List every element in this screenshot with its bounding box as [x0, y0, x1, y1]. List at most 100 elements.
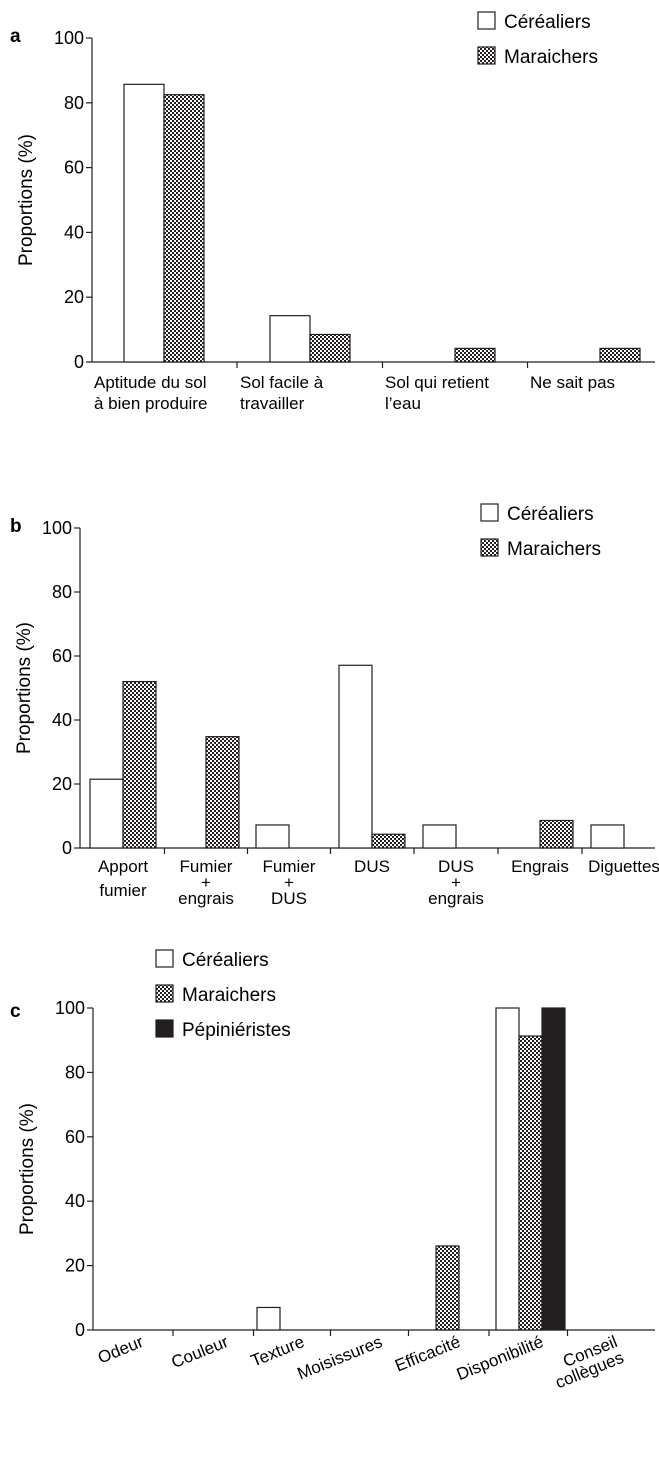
legend-label: Céréaliers — [504, 12, 591, 33]
x-category-label: Couleur — [169, 1332, 232, 1372]
bar — [123, 83, 165, 363]
panel-label: b — [10, 516, 22, 537]
y-axis-title: Proportions (%) — [14, 622, 35, 754]
bar — [435, 1245, 460, 1331]
y-tick-label: 100 — [55, 998, 85, 1018]
chart-panel-c: c 0 20 40 60 80 100 Proportions (%) Odeur Couleur… — [10, 949, 655, 1392]
x-category-label: Ne sait pas — [530, 373, 615, 392]
x-category-line: Aptitude du sol — [94, 373, 206, 392]
x-category-line: Fumier — [180, 857, 233, 876]
legend-label: Pépiniéristes — [182, 1020, 291, 1041]
x-category-line: Sol facile à — [240, 373, 324, 392]
bar — [539, 819, 574, 849]
legend-label: Céréaliers — [182, 950, 269, 971]
bar — [590, 824, 625, 849]
y-axis-title: Proportions (%) — [16, 134, 37, 266]
x-category-label: Odeur — [95, 1332, 146, 1367]
x-category-label: DUS — [354, 857, 390, 876]
panel-label: a — [10, 26, 21, 47]
x-category-label: Diguettes — [588, 857, 659, 876]
x-category-label: Disponibilité — [454, 1332, 546, 1384]
legend-swatch — [480, 538, 499, 557]
x-category-label: DUS + engrais — [428, 857, 484, 908]
bar — [205, 736, 240, 849]
bar — [122, 680, 157, 849]
x-category-label: Efficacité — [392, 1332, 463, 1375]
bar — [541, 1007, 566, 1331]
x-category-line: Efficacité — [392, 1332, 463, 1375]
x-category-line: Diguettes — [588, 857, 659, 876]
chart-panel-a: a 0 20 40 60 80 100 Proportions (%) Aptitude du … — [10, 11, 655, 413]
y-tick-label: 100 — [54, 28, 84, 48]
bar — [255, 824, 290, 849]
x-category-line: l’eau — [385, 394, 421, 413]
x-category-line: engrais — [428, 889, 484, 908]
bar — [256, 1306, 281, 1331]
x-category-line: Couleur — [169, 1332, 232, 1372]
legend-label: Maraichers — [504, 47, 598, 68]
x-category-line: Ne sait pas — [530, 373, 615, 392]
x-category-line: travailler — [240, 394, 305, 413]
chart-panel-b: b 0 20 40 60 80 100 Proportions (%) Apport fumier… — [10, 503, 659, 908]
bar — [422, 824, 457, 849]
x-category-line: + — [201, 873, 211, 892]
y-tick-label: 20 — [65, 1256, 85, 1276]
x-category-label: Sol facile à travailler — [240, 373, 324, 413]
x-category-label: Fumier + DUS — [263, 857, 316, 908]
x-category-line: fumier — [99, 881, 147, 900]
x-category-line: DUS — [271, 889, 307, 908]
x-category-line: Sol qui retient — [385, 373, 489, 392]
x-category-line: + — [451, 873, 461, 892]
bar — [454, 347, 496, 363]
y-tick-label: 60 — [65, 1127, 85, 1147]
bar — [269, 315, 311, 363]
y-tick-label: 40 — [65, 1191, 85, 1211]
x-category-line: Engrais — [511, 857, 569, 876]
bar — [309, 333, 351, 363]
legend-swatch — [155, 1019, 174, 1038]
y-tick-label: 60 — [64, 158, 84, 178]
y-tick-label: 80 — [64, 93, 84, 113]
x-category-label: Fumier + engrais — [178, 857, 234, 908]
y-tick-label: 80 — [52, 582, 72, 602]
x-category-line: Odeur — [95, 1332, 146, 1367]
legend-label: Maraichers — [182, 985, 276, 1006]
y-tick-label: 0 — [75, 1320, 85, 1340]
legend-swatch — [477, 46, 496, 65]
y-tick-label: 20 — [52, 774, 72, 794]
legend-swatch — [477, 11, 496, 30]
x-category-line: + — [284, 873, 294, 892]
bar — [518, 1035, 543, 1331]
x-category-label: Conseilcollègues — [546, 1332, 626, 1392]
legend-label: Céréaliers — [507, 504, 594, 525]
y-tick-label: 100 — [42, 518, 72, 538]
legend-swatch — [480, 503, 499, 522]
y-tick-label: 60 — [52, 646, 72, 666]
y-tick-label: 0 — [62, 838, 72, 858]
x-category-line: engrais — [178, 889, 234, 908]
x-category-label: Sol qui retient l’eau — [385, 373, 489, 413]
bar — [338, 664, 373, 849]
bar — [163, 94, 205, 363]
y-tick-label: 40 — [64, 222, 84, 242]
panel-label: c — [10, 1001, 21, 1022]
x-category-line: Disponibilité — [454, 1332, 546, 1384]
legend-label: Maraichers — [507, 539, 601, 560]
legend-swatch — [155, 984, 174, 1003]
bar — [89, 778, 124, 849]
x-category-line: à bien produire — [94, 394, 207, 413]
x-category-label: Aptitude du sol à bien produire — [94, 373, 207, 413]
y-tick-label: 80 — [65, 1062, 85, 1082]
x-category-line: Fumier — [263, 857, 316, 876]
y-tick-label: 0 — [74, 352, 84, 372]
y-tick-label: 20 — [64, 287, 84, 307]
bar — [371, 833, 406, 849]
x-category-label: Moisissures — [295, 1332, 385, 1383]
x-category-line: Moisissures — [295, 1332, 385, 1383]
y-axis-title: Proportions (%) — [17, 1103, 38, 1235]
legend-swatch — [155, 949, 174, 968]
y-tick-label: 40 — [52, 710, 72, 730]
x-category-label: Apport fumier — [98, 857, 148, 900]
x-category-line: Apport — [98, 857, 148, 876]
x-category-line: DUS — [438, 857, 474, 876]
